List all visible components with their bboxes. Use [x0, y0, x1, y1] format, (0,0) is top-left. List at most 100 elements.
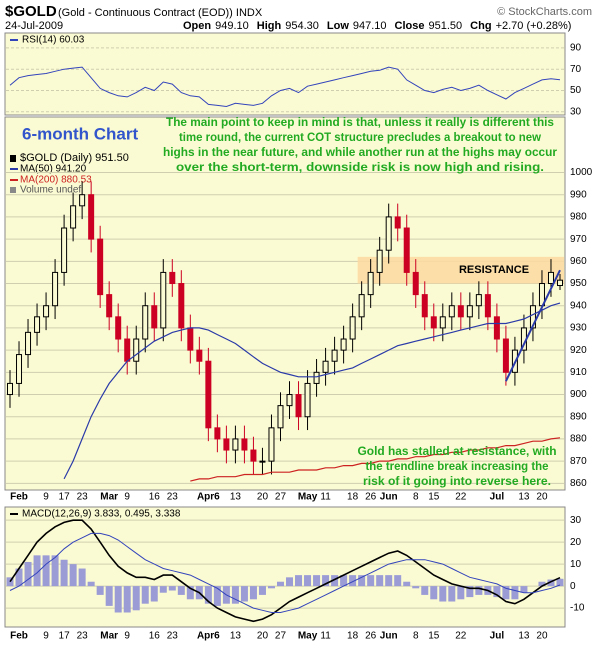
histogram-bar [231, 586, 239, 604]
macd-legend: MACD(12,26,9) 3.833, 0.495, 3.338 [22, 509, 181, 520]
candle-body [214, 427, 221, 440]
x-tick-label: Apr6 [197, 492, 220, 503]
quote-value: 951.50 [429, 20, 463, 32]
histogram-bar [403, 581, 411, 587]
chart-label: 6-month Chart [22, 124, 139, 143]
y-tick-label: 890 [570, 411, 587, 422]
candle-body [223, 438, 230, 451]
resistance-label: RESISTANCE [459, 264, 529, 276]
x-tick-label: 27 [275, 492, 287, 503]
histogram-bar [24, 561, 32, 587]
candle-body [97, 238, 104, 296]
rsi-panel [4, 32, 566, 116]
source: © StockCharts.com [497, 6, 592, 18]
histogram-bar [412, 586, 420, 589]
legend-swatch [10, 155, 16, 162]
y-tick-label: 860 [570, 478, 587, 489]
rsi-legend: RSI(14) 60.03 [22, 35, 85, 46]
x-tick-label: 8 [413, 492, 419, 503]
chart-subtitle: (Gold - Continuous Contract (EOD)) INDX [58, 7, 263, 19]
candle-body [115, 316, 122, 340]
x-tick-label: 15 [428, 631, 440, 642]
annotation: over the short-term, downside risk is no… [176, 160, 544, 174]
x-tick-label: 18 [347, 631, 359, 642]
histogram-bar [313, 575, 321, 587]
candle-body [52, 271, 59, 307]
histogram-bar [421, 586, 429, 595]
histogram-bar [556, 578, 564, 587]
quote-label: Close [395, 20, 425, 32]
candle-body [358, 294, 365, 318]
moving-average [190, 437, 561, 482]
candle-body [484, 294, 491, 318]
candle-body [502, 338, 509, 373]
quote-label: Low [327, 20, 349, 32]
x-tick-label: Mar [100, 631, 118, 642]
quote-label: High [257, 20, 282, 32]
x-tick-label: 18 [347, 492, 359, 503]
candle-body [457, 305, 464, 318]
candle-body [169, 271, 176, 285]
candle-body [439, 316, 446, 329]
candle-body [151, 305, 158, 329]
y-tick-label: -10 [570, 603, 585, 614]
x-tick-label: 9 [43, 492, 49, 503]
y-tick-label: 960 [570, 256, 587, 267]
candle-body [232, 438, 239, 451]
y-tick-label: 950 [570, 278, 587, 289]
histogram-bar [168, 586, 176, 591]
candle-body [7, 382, 13, 396]
legend-entry: MA(50) 941.20 [20, 164, 87, 175]
y-tick-label: 0 [570, 581, 576, 592]
x-tick-label: 20 [536, 631, 548, 642]
candle-body [385, 216, 392, 251]
candle-body [430, 316, 437, 329]
x-tick-label: Feb [10, 492, 28, 503]
annotation: time round, the current COT structure pr… [179, 130, 542, 144]
candle-body [403, 227, 410, 273]
x-tick-label: 20 [257, 492, 269, 503]
histogram-bar [132, 586, 140, 611]
candle-body [43, 305, 50, 318]
x-tick-label: 22 [455, 492, 467, 503]
x-tick-label: 23 [77, 631, 89, 642]
x-tick-label: Mar [100, 492, 118, 503]
x-tick-label: May [298, 631, 318, 642]
candle-body [25, 331, 32, 356]
histogram-bar [240, 586, 248, 602]
x-tick-label: 17 [59, 492, 71, 503]
candle-body [34, 316, 41, 333]
y-tick-label: 930 [570, 323, 587, 334]
y-tick-label: 940 [570, 300, 587, 311]
price-panel [4, 116, 566, 491]
candle-body [241, 438, 248, 451]
x-tick-label: 20 [536, 492, 548, 503]
x-tick-label: Jul [490, 492, 505, 503]
candle-body [394, 216, 401, 229]
annotation: the trendline break increasing the [366, 459, 549, 473]
quote-value: 954.30 [285, 20, 319, 32]
x-tick-label: 26 [365, 631, 377, 642]
quote-value: 947.10 [353, 20, 387, 32]
histogram-bar [394, 575, 402, 587]
y-tick-label: 870 [570, 456, 587, 467]
histogram-bar [96, 586, 104, 595]
resistance-band [357, 256, 564, 284]
histogram-bar [538, 581, 546, 587]
histogram-bar [69, 564, 77, 587]
x-tick-label: Jul [490, 631, 505, 642]
histogram-bar [78, 568, 86, 587]
candle-body [412, 271, 419, 296]
y-tick-label: 10 [570, 559, 582, 570]
candle-body [133, 338, 140, 362]
legend-entry: MA(200) 880.53 [20, 175, 92, 186]
candle-body [475, 294, 482, 307]
histogram-bar [358, 575, 366, 587]
histogram-bar [186, 586, 194, 600]
x-tick-label: 9 [124, 631, 130, 642]
x-tick-label: 13 [518, 631, 530, 642]
signal-line [9, 532, 561, 613]
x-tick-label: 8 [413, 631, 419, 642]
histogram-bar [340, 575, 348, 587]
histogram-bar [457, 586, 465, 600]
